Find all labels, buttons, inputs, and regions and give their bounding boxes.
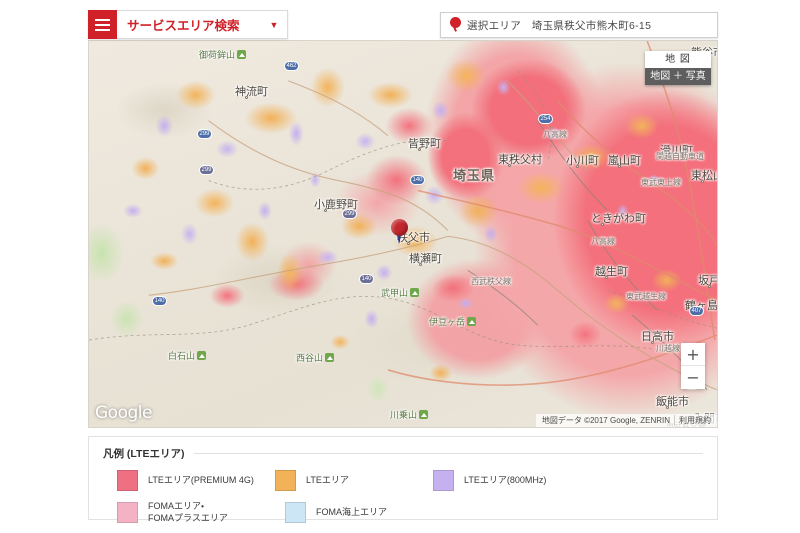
map-type-hybrid-button[interactable]: 地図 ＋ 写真 [645, 68, 711, 85]
legend-lte-premium-4g: LTEエリア(PREMIUM 4G) [117, 470, 275, 491]
city-dot-icon [701, 180, 704, 183]
route-shield-icon: 140 [410, 175, 425, 185]
legend-panel: 凡例 (LTEエリア) LTEエリア(PREMIUM 4G) LTEエリア LTEエ… [88, 436, 718, 523]
legend-foma-label: FOMAエリア・ FOMAプラスエリア [148, 501, 228, 524]
zoom-out-button[interactable]: − [686, 368, 700, 387]
legend-foma-swatch [117, 501, 138, 523]
city-dot-icon [418, 148, 421, 151]
legend-foma-maritime-label: FOMA海上エリア [316, 507, 387, 518]
app-title-bar: サービスエリア検索 ▼ [88, 10, 288, 39]
city-dot-icon [419, 263, 422, 266]
city-dot-icon [708, 285, 711, 288]
legend-lte-800mhz-label: LTEエリア(800MHz) [464, 475, 547, 486]
city-dot-icon [407, 242, 410, 245]
city-dot-icon [605, 276, 608, 279]
pin-tail [396, 231, 402, 244]
legend-lte-swatch [275, 470, 296, 491]
city-dot-icon [508, 164, 511, 167]
selected-area-text: 選択エリア 埼玉県秩父市熊木町6-15 [467, 19, 652, 32]
google-logo: Google [95, 403, 152, 423]
route-shield-icon: 140 [359, 274, 374, 284]
city-dot-icon [601, 223, 604, 226]
terms-of-use-link[interactable]: 利用規約 [674, 415, 715, 426]
route-shield-icon: 299 [197, 129, 212, 139]
legend-title: 凡例 (LTEエリア) [103, 448, 185, 460]
hamburger-line [95, 18, 110, 21]
city-dot-icon [666, 406, 669, 409]
hamburger-line [95, 28, 110, 31]
city-dot-icon [670, 155, 673, 158]
legend-title-row: 凡例 (LTEエリア) [89, 437, 717, 461]
pin-head [391, 219, 408, 236]
map-attribution: 地図データ ©2017 Google, ZENRIN 利用規約 [535, 414, 717, 427]
zoom-in-button[interactable]: + [681, 343, 705, 366]
selected-location-pin[interactable] [391, 219, 408, 244]
map-pin-icon [445, 12, 467, 38]
selected-area-bar[interactable]: 選択エリア 埼玉県秩父市熊木町6-15 [440, 12, 718, 38]
map-canvas[interactable]: 御荷鉾山神流町小鹿野町皆野町東秩父村埼玉県小川町嵐山町滑川町東松山ときがわ町越生… [89, 41, 717, 427]
attribution-text: 地図データ ©2017 Google, ZENRIN [541, 416, 670, 425]
map-type-control[interactable]: 地 図 地図 ＋ 写真 [645, 51, 711, 85]
route-shield-icon: 140 [152, 296, 167, 306]
legend-lte-800mhz: LTEエリア(800MHz) [433, 470, 591, 491]
route-shield-icon: 299 [199, 165, 214, 175]
legend-divider [194, 453, 703, 454]
map-zoom-control[interactable]: + − [681, 343, 705, 389]
legend-lte-premium-4g-swatch [117, 470, 138, 491]
legend-lte-label: LTEエリア [306, 475, 349, 486]
legend-lte: LTEエリア [275, 470, 433, 491]
city-dot-icon [324, 209, 327, 212]
page-title: サービスエリア検索 [127, 19, 240, 33]
legend-items: LTEエリア(PREMIUM 4G) LTEエリア LTEエリア(800MHz) FO… [89, 461, 717, 533]
hamburger-line [95, 23, 110, 26]
route-shield-icon: 299 [342, 209, 357, 219]
legend-foma-maritime-swatch [285, 501, 306, 523]
city-dot-icon [618, 165, 621, 168]
pin-icon-head [450, 17, 461, 28]
legend-lte-premium-4g-label: LTEエリア(PREMIUM 4G) [148, 475, 254, 486]
hamburger-icon[interactable] [88, 10, 117, 39]
city-dot-icon [245, 96, 248, 99]
route-shield-icon: 407 [689, 306, 704, 316]
chevron-down-icon[interactable]: ▼ [269, 19, 279, 30]
map-type-map-button[interactable]: 地 図 [645, 51, 711, 68]
city-dot-icon [651, 341, 654, 344]
city-dot-icon [576, 165, 579, 168]
legend-foma: FOMAエリア・ FOMAプラスエリア [117, 500, 285, 524]
map-panel[interactable]: 御荷鉾山神流町小鹿野町皆野町東秩父村埼玉県小川町嵐山町滑川町東松山ときがわ町越生… [88, 40, 718, 428]
route-shield-icon: 254 [538, 114, 553, 124]
legend-lte-800mhz-swatch [433, 470, 454, 491]
legend-foma-maritime: FOMA海上エリア [285, 500, 443, 524]
route-shield-icon: 462 [284, 61, 299, 71]
